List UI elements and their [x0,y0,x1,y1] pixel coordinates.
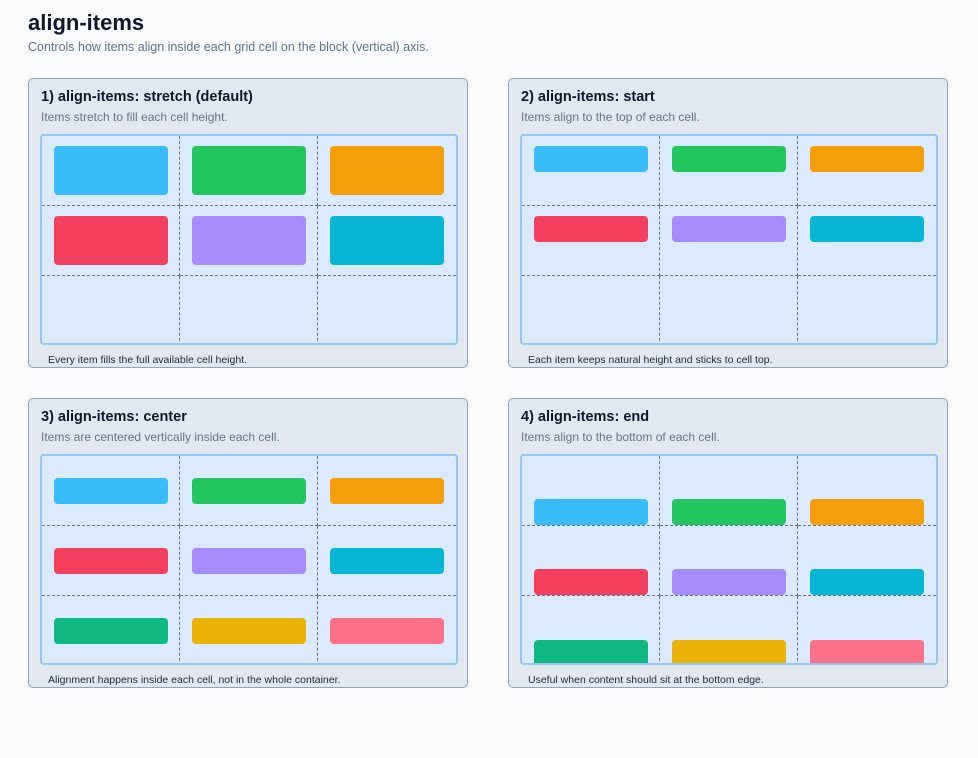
grid-item [330,618,444,644]
panel-note: Alignment happens inside each cell, not … [48,674,341,686]
grid-cell [318,456,456,526]
grid-item [810,499,924,525]
grid-item [330,146,444,195]
page-title: align-items [28,10,145,35]
demo-grid [520,454,938,665]
grid-cell [180,596,318,663]
grid-cell [798,206,936,276]
grid-cell [318,276,456,343]
panel-end: 4) align-items: end Items align to the b… [508,398,948,688]
panel-stretch: 1) align-items: stretch (default) Items … [28,78,468,368]
grid-item [53,618,168,644]
grid-item [671,146,786,172]
panel-note: Useful when content should sit at the bo… [528,674,764,686]
grid-cell [660,526,798,596]
grid-item [810,216,924,242]
grid-item [533,640,648,663]
panel-title: 1) align-items: stretch (default) [41,89,253,105]
grid-cell [522,206,660,276]
demo-grid [40,134,458,345]
grid-cell [42,526,180,596]
grid-item [671,216,786,242]
grid-cell [522,526,660,596]
grid-cell [180,456,318,526]
grid-cell [660,206,798,276]
grid-cell [42,136,180,206]
grid-cell [798,526,936,596]
grid-cell [42,596,180,663]
grid-item [671,569,786,595]
grid-cell [318,526,456,596]
grid-cell [180,206,318,276]
grid-item [671,499,786,525]
grid-cell [660,136,798,206]
grid-cell [798,456,936,526]
panel-description: Items are centered vertically inside eac… [41,430,280,444]
grid-cell [318,596,456,663]
grid-cell [522,136,660,206]
grid-item [53,547,168,574]
grid-item [191,477,306,504]
grid-item [330,547,444,574]
panel-description: Items align to the top of each cell. [521,110,700,124]
panel-title: 2) align-items: start [521,89,655,105]
grid-item [53,146,168,195]
grid-item [810,640,924,663]
grid-item [191,216,306,265]
grid-cell [798,596,936,663]
grid-item [330,216,444,265]
panel-center: 3) align-items: center Items are centere… [28,398,468,688]
grid-item [533,499,648,525]
page-subtitle: Controls how items align inside each gri… [28,40,429,54]
grid-cell [660,456,798,526]
demo-grid [40,454,458,665]
panel-title: 3) align-items: center [41,409,187,425]
grid-cell [660,276,798,343]
grid-cell [180,276,318,343]
panel-note: Each item keeps natural height and stick… [528,354,773,366]
grid-item [191,618,306,644]
panel-start: 2) align-items: start Items align to the… [508,78,948,368]
panel-note: Every item fills the full available cell… [48,354,248,366]
grid-cell [798,276,936,343]
grid-cell [522,276,660,343]
grid-item [810,146,924,172]
grid-cell [522,596,660,663]
grid-item [533,216,648,242]
grid-item [671,640,786,663]
grid-cell [42,276,180,343]
grid-cell [660,596,798,663]
grid-item [533,146,648,172]
panel-description: Items align to the bottom of each cell. [521,430,720,444]
grid-cell [180,526,318,596]
grid-item [53,477,168,504]
grid-cell [318,206,456,276]
panel-description: Items stretch to fill each cell height. [41,110,228,124]
grid-item [191,146,306,195]
grid-cell [42,206,180,276]
demo-grid [520,134,938,345]
grid-item [191,547,306,574]
grid-item [330,477,444,504]
grid-cell [180,136,318,206]
grid-cell [798,136,936,206]
grid-item [533,569,648,595]
grid-cell [522,456,660,526]
grid-cell [318,136,456,206]
grid-cell [42,456,180,526]
panel-title: 4) align-items: end [521,409,650,425]
grid-item [53,216,168,265]
grid-item [810,569,924,595]
